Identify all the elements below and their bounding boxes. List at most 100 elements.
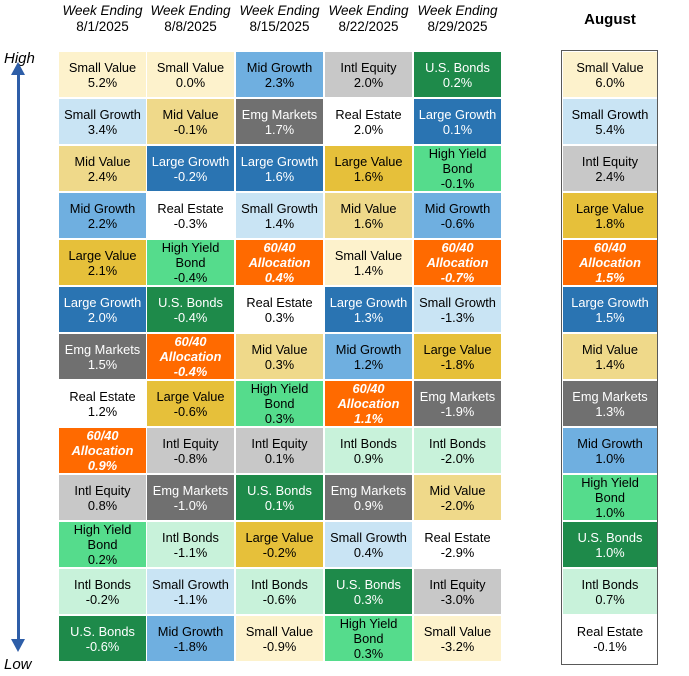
return-value: 2.0%	[353, 121, 384, 137]
return-value: -0.8%	[173, 450, 208, 466]
column-header-1: Week Ending 8/1/2025	[58, 3, 147, 39]
return-value: 0.3%	[353, 646, 384, 661]
cell-large-growth: Large Growth 1.3%	[324, 286, 413, 333]
week-date-label: 8/29/2025	[427, 19, 488, 34]
asset-class-label: Real Estate	[576, 623, 644, 639]
cell-intl-equity: Intl Equity 0.8%	[58, 474, 147, 521]
cell-small-value: Small Value -0.9%	[235, 615, 324, 662]
return-value: 0.9%	[353, 497, 384, 513]
cell-high-yield-bond: High Yield Bond 0.2%	[58, 521, 147, 568]
asset-class-label: 60/40 Allocation	[248, 240, 311, 270]
return-value: -0.1%	[440, 176, 475, 191]
return-value: 1.0%	[595, 450, 625, 466]
return-value: 2.0%	[353, 74, 384, 90]
asset-class-label: High Yield Bond	[339, 616, 398, 646]
return-value: 0.3%	[264, 411, 295, 426]
return-value: -1.8%	[173, 638, 208, 654]
asset-class-label: Mid Value	[162, 106, 219, 122]
cell-u-s-bonds: U.S. Bonds -0.4%	[146, 286, 235, 333]
arrow-up-icon	[11, 62, 25, 75]
cell-intl-equity: Intl Equity -3.0%	[413, 568, 502, 615]
week-ending-label: Week Ending	[328, 3, 409, 18]
asset-class-label: Mid Value	[582, 341, 638, 357]
week-date-label: 8/1/2025	[76, 19, 129, 34]
cell-real-estate: Real Estate 1.2%	[58, 380, 147, 427]
cell-real-estate: Real Estate 0.3%	[235, 286, 324, 333]
asset-class-label: Small Value	[423, 623, 492, 639]
asset-class-label: Mid Growth	[246, 59, 313, 75]
return-value: 2.4%	[595, 168, 625, 184]
asset-class-label: Large Value	[245, 529, 314, 545]
cell-small-value: Small Value 6.0%	[562, 51, 658, 98]
cell-mid-growth: Mid Growth -0.6%	[413, 192, 502, 239]
cell-high-yield-bond: High Yield Bond 0.3%	[235, 380, 324, 427]
cell-intl-equity: Intl Equity -0.8%	[146, 427, 235, 474]
week-ending-label: Week Ending	[239, 3, 320, 18]
asset-class-label: Small Growth	[330, 529, 407, 545]
asset-class-label: Small Growth	[419, 294, 496, 310]
asset-class-label: Intl Bonds	[340, 435, 397, 451]
cell-mid-value: Mid Value 1.4%	[562, 333, 658, 380]
return-value: 0.1%	[264, 450, 295, 466]
asset-class-label: Large Growth	[329, 294, 408, 310]
cell-mid-growth: Mid Growth 2.3%	[235, 51, 324, 98]
asset-class-label: Real Estate	[69, 388, 136, 404]
axis-line	[17, 72, 20, 644]
cell-large-value: Large Value -1.8%	[413, 333, 502, 380]
return-value: -0.4%	[173, 364, 208, 379]
return-value: 0.4%	[264, 270, 295, 285]
cell-60-40-allocation: 60/40 Allocation -0.7%	[413, 239, 502, 286]
cell-large-value: Large Value 2.1%	[58, 239, 147, 286]
return-value: -3.2%	[440, 638, 475, 654]
cell-mid-value: Mid Value 2.4%	[58, 145, 147, 192]
return-value: -0.7%	[440, 270, 475, 285]
cell-u-s-bonds: U.S. Bonds 1.0%	[562, 521, 658, 568]
week-date-label: 8/22/2025	[338, 19, 399, 34]
cell-intl-equity: Intl Equity 2.0%	[324, 51, 413, 98]
asset-class-label: Large Growth	[63, 294, 142, 310]
return-value: -0.9%	[262, 638, 297, 654]
cell-real-estate: Real Estate 2.0%	[324, 98, 413, 145]
cell-small-growth: Small Growth 3.4%	[58, 98, 147, 145]
return-value: 2.4%	[87, 168, 118, 184]
cell-real-estate: Real Estate -2.9%	[413, 521, 502, 568]
asset-class-label: Intl Equity	[340, 59, 397, 75]
return-value: 1.6%	[353, 215, 384, 231]
asset-class-label: 60/40 Allocation	[337, 381, 400, 411]
cell-mid-value: Mid Value -2.0%	[413, 474, 502, 521]
asset-class-label: Large Value	[68, 247, 137, 263]
asset-class-label: Mid Growth	[335, 341, 402, 357]
asset-class-label: Large Value	[423, 341, 492, 357]
asset-class-label: Large Growth	[151, 153, 230, 169]
return-value: -1.3%	[440, 309, 475, 325]
return-value: -1.8%	[440, 356, 475, 372]
return-value: -0.1%	[173, 121, 208, 137]
asset-class-label: Mid Growth	[69, 200, 136, 216]
asset-class-label: 60/40 Allocation	[426, 240, 489, 270]
asset-class-label: Real Estate	[335, 106, 402, 122]
cell-emg-markets: Emg Markets -1.0%	[146, 474, 235, 521]
cell-small-growth: Small Growth -1.3%	[413, 286, 502, 333]
august-header: August	[584, 11, 636, 28]
cell-large-growth: Large Growth 1.5%	[562, 286, 658, 333]
cell-intl-equity: Intl Equity 2.4%	[562, 145, 658, 192]
asset-class-label: Mid Value	[251, 341, 308, 357]
cell-mid-value: Mid Value 0.3%	[235, 333, 324, 380]
cell-small-value: Small Value 0.0%	[146, 51, 235, 98]
cell-60-40-allocation: 60/40 Allocation 0.4%	[235, 239, 324, 286]
return-value: 1.3%	[595, 403, 625, 419]
cell-small-growth: Small Growth 0.4%	[324, 521, 413, 568]
cell-60-40-allocation: 60/40 Allocation 1.5%	[562, 239, 658, 286]
asset-class-label: U.S. Bonds	[577, 529, 643, 545]
cell-intl-bonds: Intl Bonds -2.0%	[413, 427, 502, 474]
asset-class-label: U.S. Bonds	[336, 576, 401, 592]
asset-class-label: Small Growth	[241, 200, 318, 216]
cell-u-s-bonds: U.S. Bonds 0.3%	[324, 568, 413, 615]
column-header-5: Week Ending 8/29/2025	[413, 3, 502, 39]
return-value: -0.1%	[593, 638, 627, 654]
return-value: -0.6%	[85, 638, 120, 654]
return-value: 0.3%	[264, 356, 295, 372]
cell-emg-markets: Emg Markets 1.3%	[562, 380, 658, 427]
cell-small-value: Small Value 1.4%	[324, 239, 413, 286]
return-value: -1.1%	[173, 544, 208, 560]
